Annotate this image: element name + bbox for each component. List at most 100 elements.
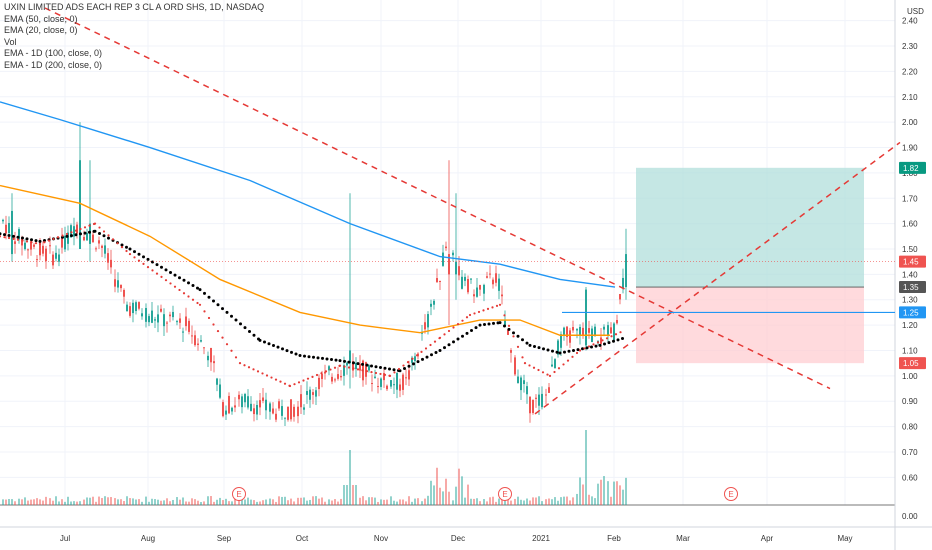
candle <box>436 278 438 283</box>
ema20-dot <box>473 312 476 315</box>
volume-bar <box>79 501 81 505</box>
candle <box>275 413 277 420</box>
candle <box>380 378 382 387</box>
candle <box>576 329 578 331</box>
volume-bar <box>603 476 605 505</box>
volume-bar <box>383 499 385 505</box>
volume-bar <box>269 498 271 505</box>
candle <box>414 356 416 362</box>
time-tick-label: May <box>837 534 852 543</box>
ema20-dot <box>420 350 423 353</box>
volume-bar <box>30 499 32 505</box>
time-tick-label: Aug <box>141 534 155 543</box>
ema50-dot <box>120 243 124 247</box>
candle <box>281 406 283 416</box>
ema50-dot <box>379 365 382 369</box>
volume-bar <box>362 496 364 505</box>
ema50-dot <box>252 333 256 337</box>
volume-bar <box>216 499 218 505</box>
volume-bar <box>157 499 159 505</box>
time-tick-label: Sep <box>217 534 232 543</box>
ema20-dot <box>411 357 414 360</box>
volume-bar <box>101 498 103 505</box>
legend-ema50: EMA (50, close, 0) <box>4 13 78 24</box>
ema20-dot <box>47 239 51 242</box>
candle <box>315 390 317 397</box>
volume-bar <box>538 496 540 505</box>
ema50-dot <box>294 352 298 356</box>
volume-bar <box>436 467 438 505</box>
volume-bar <box>18 498 20 505</box>
candle <box>89 223 91 244</box>
ema20-dot <box>498 303 502 306</box>
ema20-dot <box>88 224 91 227</box>
candle <box>458 266 460 276</box>
ema20-dot <box>187 295 190 298</box>
volume-bar <box>498 498 500 505</box>
volume-bar <box>45 496 47 505</box>
volume-bar <box>557 500 559 505</box>
volume-bar <box>169 501 171 505</box>
ema20-dot <box>329 368 332 371</box>
ema50-dot <box>298 354 302 358</box>
candle <box>234 405 236 408</box>
volume-bar <box>179 499 181 505</box>
earnings-marker <box>232 487 246 501</box>
ema20-dot <box>443 333 446 336</box>
volume-bar <box>523 500 525 505</box>
volume-bar <box>492 496 494 505</box>
candle <box>479 284 481 290</box>
ema20-dot <box>256 370 260 373</box>
candle <box>445 246 447 249</box>
volume-bar <box>95 501 97 505</box>
candle <box>33 244 35 247</box>
candle <box>607 325 609 335</box>
volume-bar <box>486 501 488 505</box>
volume-bar <box>114 498 116 505</box>
volume-bar <box>616 481 618 505</box>
candle <box>368 365 370 371</box>
volume-bar <box>166 498 168 505</box>
ema50-dot <box>307 355 311 359</box>
candle <box>321 373 323 380</box>
price-tag-label: 1.35 <box>903 283 919 292</box>
candle <box>225 410 227 415</box>
candle <box>495 273 497 283</box>
chart-legend: UXIN LIMITED ADS EACH REP 3 CL A ORD SHS… <box>4 2 264 72</box>
ema20-dot <box>70 231 73 234</box>
ema50-dot <box>558 351 562 355</box>
candle <box>241 396 243 408</box>
legend-vol: Vol <box>4 36 17 47</box>
ema20-dot <box>424 347 428 350</box>
ema20-dot <box>557 367 561 370</box>
volume-bar <box>222 500 224 505</box>
ema50-dot <box>443 346 446 350</box>
volume-bar <box>182 497 184 505</box>
ema50-dot <box>207 295 211 299</box>
price-tag <box>899 357 926 370</box>
moving-averages <box>0 101 624 388</box>
volume-bar <box>597 483 599 505</box>
ema20-dot <box>614 333 618 336</box>
ema20-dot <box>203 310 206 313</box>
ema20-dot <box>338 364 342 367</box>
ema50-dot <box>421 357 424 361</box>
candle <box>176 321 178 323</box>
ema50-dot <box>248 329 251 333</box>
candle <box>476 287 478 297</box>
volume-bar <box>176 497 178 505</box>
candle <box>303 407 305 410</box>
candle <box>200 340 202 342</box>
volume-bar <box>346 485 348 505</box>
volume-bar <box>151 498 153 505</box>
candle <box>11 210 13 255</box>
ema50-dot <box>125 245 128 249</box>
price-tick-label: 1.30 <box>902 296 918 305</box>
volume-tick-label: 0.00 <box>902 512 918 521</box>
ema20-dot <box>605 337 609 340</box>
ema20-dot <box>265 374 269 377</box>
volume-bar <box>89 497 91 505</box>
candle <box>61 236 63 248</box>
candle <box>610 327 612 334</box>
